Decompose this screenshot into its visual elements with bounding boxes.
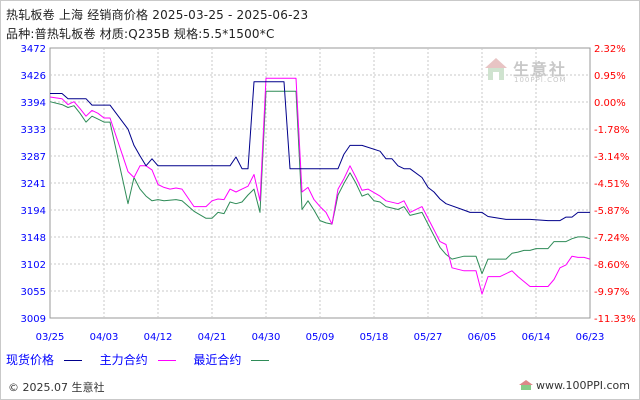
watermark-subtext: 100PPI.COM bbox=[514, 76, 567, 84]
y-right-tick-label: -4.51% bbox=[594, 179, 629, 190]
y-right-tick-label: 2.32% bbox=[594, 44, 626, 55]
legend-swatch-recent bbox=[251, 360, 270, 361]
x-tick-label: 04/12 bbox=[144, 332, 173, 343]
copyright-text: © 2025.07 生意社 bbox=[8, 381, 105, 394]
x-tick-label: 03/25 bbox=[36, 332, 65, 343]
legend-label-main: 主力合约 bbox=[99, 353, 148, 367]
legend: 现货价格 主力合约 最近合约 bbox=[6, 351, 283, 368]
y-left-tick-label: 3241 bbox=[21, 179, 46, 190]
series-line-recent-contract bbox=[49, 90, 591, 275]
y-right-tick-label: -9.97% bbox=[594, 287, 629, 298]
legend-item-main: 主力合约 bbox=[100, 351, 176, 368]
y-left-tick-label: 3287 bbox=[21, 152, 46, 163]
y-left-tick-label: 3394 bbox=[21, 98, 46, 109]
y-right-tick-label: -3.14% bbox=[594, 152, 629, 163]
site-link-text: www.100PPI.com bbox=[536, 379, 630, 392]
y-right-tick-label: 0.95% bbox=[594, 71, 626, 82]
legend-label-recent: 最近合约 bbox=[193, 353, 242, 367]
y-left-tick-label: 3009 bbox=[21, 314, 46, 325]
y-right-tick-label: -1.78% bbox=[594, 125, 629, 136]
x-tick-label: 04/30 bbox=[252, 332, 281, 343]
site-link[interactable]: www.100PPI.com bbox=[519, 379, 630, 392]
y-left-tick-label: 3472 bbox=[21, 44, 46, 55]
watermark-text: 生意社 bbox=[513, 60, 568, 79]
x-tick-label: 06/14 bbox=[522, 332, 551, 343]
y-right-tick-label: -8.60% bbox=[594, 260, 629, 271]
watermark: 生意社 100PPI.COM bbox=[483, 56, 603, 96]
y-left-tick-label: 3194 bbox=[21, 206, 46, 217]
legend-item-recent: 最近合约 bbox=[193, 351, 270, 368]
y-right-tick-label: -5.87% bbox=[594, 206, 629, 217]
y-left-tick-label: 3102 bbox=[21, 260, 46, 271]
series-line-main-contract bbox=[49, 77, 591, 295]
legend-swatch-spot bbox=[63, 360, 82, 361]
y-right-tick-label: 0.00% bbox=[594, 98, 626, 109]
legend-label-spot: 现货价格 bbox=[6, 353, 55, 367]
x-tick-label: 06/05 bbox=[468, 332, 497, 343]
x-tick-label: 05/09 bbox=[306, 332, 335, 343]
y-left-tick-label: 3333 bbox=[21, 125, 46, 136]
y-left-tick-label: 3426 bbox=[21, 71, 46, 82]
x-tick-label: 05/18 bbox=[360, 332, 389, 343]
legend-swatch-main bbox=[157, 360, 176, 361]
y-left-tick-label: 3148 bbox=[21, 233, 46, 244]
y-right-tick-label: -7.24% bbox=[594, 233, 629, 244]
x-tick-label: 04/21 bbox=[198, 332, 227, 343]
legend-item-spot: 现货价格 bbox=[6, 351, 82, 368]
chart-subtitle: 品种:普热轧板卷 材质:Q235B 规格:5.5*1500*C bbox=[6, 27, 275, 41]
x-tick-label: 06/23 bbox=[576, 332, 605, 343]
site-logo-icon bbox=[519, 380, 534, 390]
y-left-tick-label: 3055 bbox=[21, 287, 46, 298]
series-line-spot-price bbox=[50, 81, 590, 222]
watermark-logo-icon bbox=[485, 58, 507, 80]
x-tick-label: 04/03 bbox=[90, 332, 119, 343]
y-right-tick-label: -11.33% bbox=[594, 314, 636, 325]
chart-title: 热轧板卷 上海 经销商价格 2025-03-25 - 2025-06-23 bbox=[6, 8, 309, 22]
x-tick-label: 05/27 bbox=[414, 332, 443, 343]
